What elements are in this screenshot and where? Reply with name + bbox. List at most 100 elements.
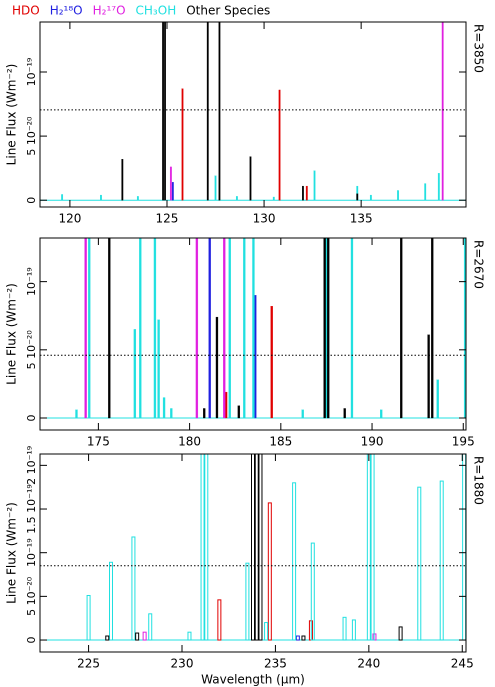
- spectral-line: [131, 536, 136, 641]
- spectral-line: [397, 190, 399, 201]
- spectral-line: [272, 196, 275, 201]
- plot-area: [40, 238, 466, 419]
- resolution-label: R=3850: [472, 24, 486, 73]
- spectral-line: [162, 22, 165, 201]
- spectral-line: [105, 635, 110, 641]
- spectral-line: [258, 454, 263, 641]
- y-tick-label: 0: [25, 637, 38, 644]
- spectral-line: [398, 626, 403, 641]
- y-tick-label: 10⁻¹⁹: [25, 58, 38, 87]
- y-tick-label: 5 10⁻²⁰: [25, 576, 38, 616]
- x-tick-label: 125: [156, 212, 179, 226]
- spectral-line: [218, 22, 221, 201]
- spectral-line: [206, 22, 209, 201]
- spectral-line: [61, 194, 64, 201]
- spectral-line: [88, 238, 91, 419]
- y-tick-label: 2 10⁻¹⁹: [25, 446, 38, 485]
- legend-entry: Other Species: [186, 4, 270, 18]
- spectral-line: [417, 486, 422, 641]
- spectral-line: [121, 159, 124, 201]
- spectral-line: [195, 238, 199, 419]
- spectral-line: [267, 502, 272, 641]
- spectral-line: [254, 454, 259, 641]
- resolution-label: R=2670: [472, 240, 486, 289]
- spectral-line: [235, 196, 238, 201]
- y-axis-label: Line Flux (Wm⁻²): [5, 283, 19, 385]
- spectral-line: [203, 408, 206, 419]
- y-tick-label: 0: [25, 197, 38, 204]
- spectral-line: [237, 405, 241, 419]
- spectral-line: [228, 238, 231, 419]
- x-axis-label: Wavelength (μm): [201, 673, 305, 687]
- spectral-line: [301, 635, 306, 641]
- spectral-line: [204, 454, 209, 641]
- spectral-line: [351, 619, 356, 641]
- legend-entry: H₂¹⁸O: [50, 4, 83, 18]
- spectral-line: [305, 185, 308, 201]
- spectral-line: [249, 156, 252, 201]
- spectral-line: [252, 238, 255, 419]
- axes-frame: [39, 237, 467, 431]
- spectral-line: [343, 408, 346, 419]
- x-tick-label: 130: [253, 212, 276, 226]
- spectral-line: [292, 482, 297, 641]
- x-tick-label: 180: [178, 435, 201, 449]
- spectral-line: [270, 306, 273, 419]
- axes-frame: [39, 453, 467, 653]
- spectral-line: [148, 613, 153, 641]
- legend: HDO H₂¹⁸O H₂¹⁷O CH₃OH Other Species: [12, 4, 270, 18]
- legend-entry: CH₃OH: [136, 4, 177, 18]
- plot-area: [40, 454, 466, 641]
- y-tick-label: 10⁻¹⁹: [25, 538, 38, 567]
- spectral-line: [108, 238, 111, 419]
- spectral-line: [142, 631, 147, 641]
- x-tick-label: 185: [269, 435, 292, 449]
- spectral-line: [84, 238, 87, 419]
- spectral-line: [400, 238, 403, 419]
- spectral-line: [310, 542, 315, 641]
- spectral-line: [214, 175, 217, 201]
- spectral-line: [200, 454, 205, 641]
- spectral-line: [135, 632, 140, 641]
- spectral-line: [251, 454, 255, 641]
- spectral-line: [243, 238, 246, 419]
- spectral-line: [327, 238, 330, 419]
- spectral-line: [181, 88, 184, 201]
- spectral-line: [169, 166, 172, 201]
- spectral-line: [75, 409, 78, 419]
- y-axis-label: Line Flux (Wm⁻²): [5, 502, 19, 604]
- spectral-line: [164, 22, 166, 201]
- spectral-line: [215, 316, 219, 419]
- y-tick-label: 5 10⁻²⁰: [25, 116, 38, 156]
- spectral-line: [301, 409, 304, 419]
- legend-entry: H₂¹⁷O: [93, 4, 126, 18]
- y-tick-label: 1.5 10⁻¹⁹: [25, 484, 38, 534]
- spectral-line: [424, 183, 427, 201]
- spectral-line: [264, 622, 269, 641]
- x-tick-label: 175: [87, 435, 110, 449]
- spectral-line: [427, 334, 430, 419]
- spectral-line: [171, 182, 174, 201]
- spectral-line: [431, 238, 434, 419]
- y-tick-label: 0: [25, 415, 38, 422]
- spectral-line: [369, 194, 372, 201]
- spectral-line: [170, 408, 173, 419]
- y-tick-label: 5 10⁻²⁰: [25, 330, 38, 370]
- spectral-line: [162, 397, 166, 419]
- spectral-line: [342, 616, 347, 641]
- spectral-line: [136, 196, 139, 201]
- spectral-line: [157, 319, 160, 419]
- spectral-line: [100, 194, 102, 201]
- spectral-line: [109, 561, 113, 641]
- y-axis-label: Line Flux (Wm⁻²): [5, 64, 19, 166]
- spectral-line: [245, 562, 250, 641]
- spectral-line: [86, 594, 91, 641]
- x-tick-label: 240: [357, 657, 380, 671]
- x-tick-label: 190: [361, 435, 384, 449]
- x-tick-label: 120: [58, 212, 81, 226]
- x-tick-label: 230: [171, 657, 194, 671]
- spectral-line: [278, 89, 281, 201]
- spectral-line: [380, 409, 383, 419]
- spectral-line: [436, 379, 439, 419]
